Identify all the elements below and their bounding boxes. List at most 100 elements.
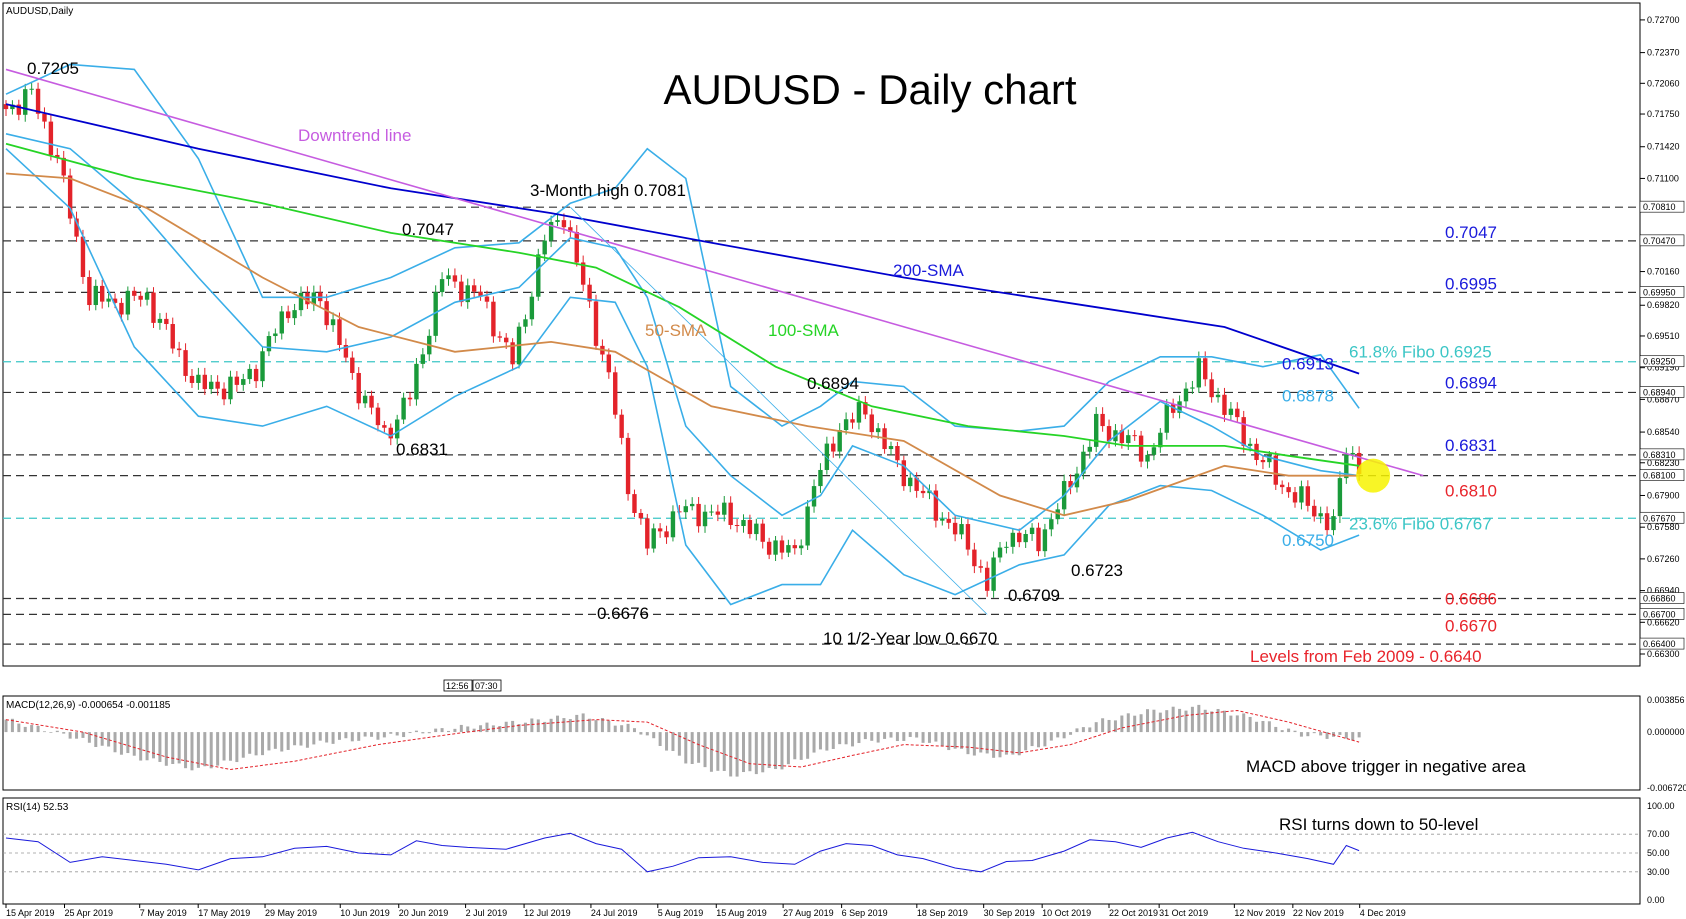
- x-tick-10: 5 Aug 2019: [658, 908, 704, 918]
- candle-body-95: [613, 372, 618, 415]
- candle-body-160: [1029, 527, 1035, 535]
- x-tick-4: 29 May 2019: [265, 908, 317, 918]
- symbol-label: AUDUSD,Daily: [6, 6, 73, 17]
- level-tag-1: 0.70470: [1643, 236, 1676, 246]
- candle-body-113: [728, 502, 733, 525]
- candle-body-40: [260, 351, 265, 382]
- annotation-11: 0.6676: [597, 604, 649, 623]
- level-tag-box-5: [1639, 448, 1685, 461]
- candle-body-203: [1305, 486, 1311, 506]
- candle-body-205: [1318, 513, 1323, 517]
- candle-body-17: [112, 298, 118, 303]
- candle-body-1: [10, 104, 15, 110]
- candle-body-120: [773, 540, 778, 555]
- candle-body-48: [311, 292, 317, 305]
- candle-body-134: [863, 402, 868, 415]
- candle-body-0: [3, 104, 9, 110]
- candle-body-197: [1267, 455, 1272, 463]
- level-tag-box-0: [1639, 200, 1685, 213]
- candle-body-42: [273, 333, 278, 337]
- annotation-3: 0.7047: [402, 220, 454, 239]
- candle-body-181: [1164, 404, 1169, 433]
- candle-body-149: [959, 524, 964, 535]
- candle-body-177: [1138, 435, 1144, 462]
- annotation-4: 200-SMA: [893, 261, 965, 280]
- x-tick-13: 6 Sep 2019: [842, 908, 888, 918]
- candle-body-148: [952, 522, 958, 535]
- time-mark-0: 12:56: [446, 681, 469, 691]
- candle-body-187: [1203, 358, 1208, 380]
- candle-body-141: [908, 477, 913, 487]
- annotation-9: 0.6723: [1071, 561, 1123, 580]
- candle-body-74: [478, 291, 483, 297]
- price-tick-0: 0.72700: [1647, 15, 1680, 25]
- candle-body-140: [901, 460, 907, 487]
- rsi-tick-3: 30.00: [1647, 867, 1670, 877]
- annotation-6: 100-SMA: [768, 321, 840, 340]
- annotation-12: 10 1/2-Year low 0.6670: [823, 629, 997, 648]
- candle-body-11: [74, 218, 79, 237]
- macd-annotation: MACD above trigger in negative area: [1246, 757, 1526, 776]
- candle-body-122: [786, 545, 791, 553]
- candle-body-71: [459, 281, 464, 303]
- price-tick-15: 0.67900: [1647, 490, 1680, 500]
- candle-body-184: [1183, 388, 1189, 402]
- price-tick-14: 0.68230: [1647, 458, 1680, 468]
- annotation-7: 0.6894: [807, 374, 859, 393]
- price-tick-4: 0.71420: [1647, 142, 1680, 152]
- bollinger-lower: [5, 148, 1360, 606]
- candle-body-104: [670, 511, 676, 538]
- candle-body-154: [991, 557, 996, 591]
- rsi-tick-0: 100.00: [1647, 801, 1675, 811]
- candle-body-22: [144, 292, 150, 300]
- candle-body-44: [285, 311, 291, 319]
- right-label-12: Levels from Feb 2009 - 0.6640: [1250, 647, 1482, 666]
- candle-body-211: [1356, 452, 1362, 475]
- right-label-3: 0.6913: [1282, 355, 1334, 374]
- candle-body-180: [1158, 432, 1163, 448]
- candle-body-69: [446, 275, 451, 280]
- candle-body-45: [292, 310, 297, 319]
- candle-body-161: [1036, 527, 1041, 552]
- right-label-5: 0.6878: [1282, 386, 1334, 405]
- macd-panel-frame: [2, 695, 1641, 791]
- candle-body-123: [792, 545, 797, 549]
- candle-body-169: [1087, 446, 1092, 452]
- candle-body-147: [946, 518, 951, 523]
- price-tick-3: 0.71750: [1647, 109, 1680, 119]
- level-tag-box-6: [1639, 469, 1685, 481]
- candle-body-79: [510, 342, 515, 365]
- candle-body-155: [997, 547, 1003, 558]
- x-tick-6: 20 Jun 2019: [399, 908, 449, 918]
- candle-body-10: [67, 175, 73, 219]
- candle-body-121: [779, 540, 785, 553]
- main-panel-frame: [2, 2, 1641, 667]
- candle-body-59: [382, 425, 387, 428]
- candle-body-2: [16, 104, 22, 115]
- price-tick-5: 0.71100: [1647, 173, 1679, 183]
- candle-body-94: [606, 354, 612, 373]
- candle-body-58: [375, 407, 381, 426]
- ma-line-1: [5, 142, 1360, 467]
- x-tick-2: 7 May 2019: [140, 908, 187, 918]
- candle-body-62: [401, 397, 406, 420]
- candle-body-162: [1042, 529, 1048, 552]
- candle-body-118: [760, 523, 765, 542]
- candle-body-4: [29, 88, 34, 90]
- annotation-1: Downtrend line: [298, 126, 411, 145]
- candle-body-199: [1279, 484, 1285, 488]
- macd-tick-1: 0.000000: [1647, 727, 1685, 737]
- x-tick-20: 22 Nov 2019: [1293, 908, 1344, 918]
- candle-body-194: [1247, 443, 1253, 446]
- candle-body-16: [106, 298, 111, 302]
- candle-body-86: [555, 220, 560, 222]
- candle-body-19: [125, 290, 131, 315]
- candle-body-186: [1196, 358, 1202, 388]
- x-tick-9: 24 Jul 2019: [591, 908, 638, 918]
- candle-body-135: [869, 414, 874, 433]
- candle-body-106: [683, 506, 688, 513]
- candle-body-41: [266, 336, 272, 352]
- candle-body-37: [241, 379, 246, 385]
- candle-body-119: [766, 541, 772, 555]
- candle-body-179: [1151, 447, 1157, 455]
